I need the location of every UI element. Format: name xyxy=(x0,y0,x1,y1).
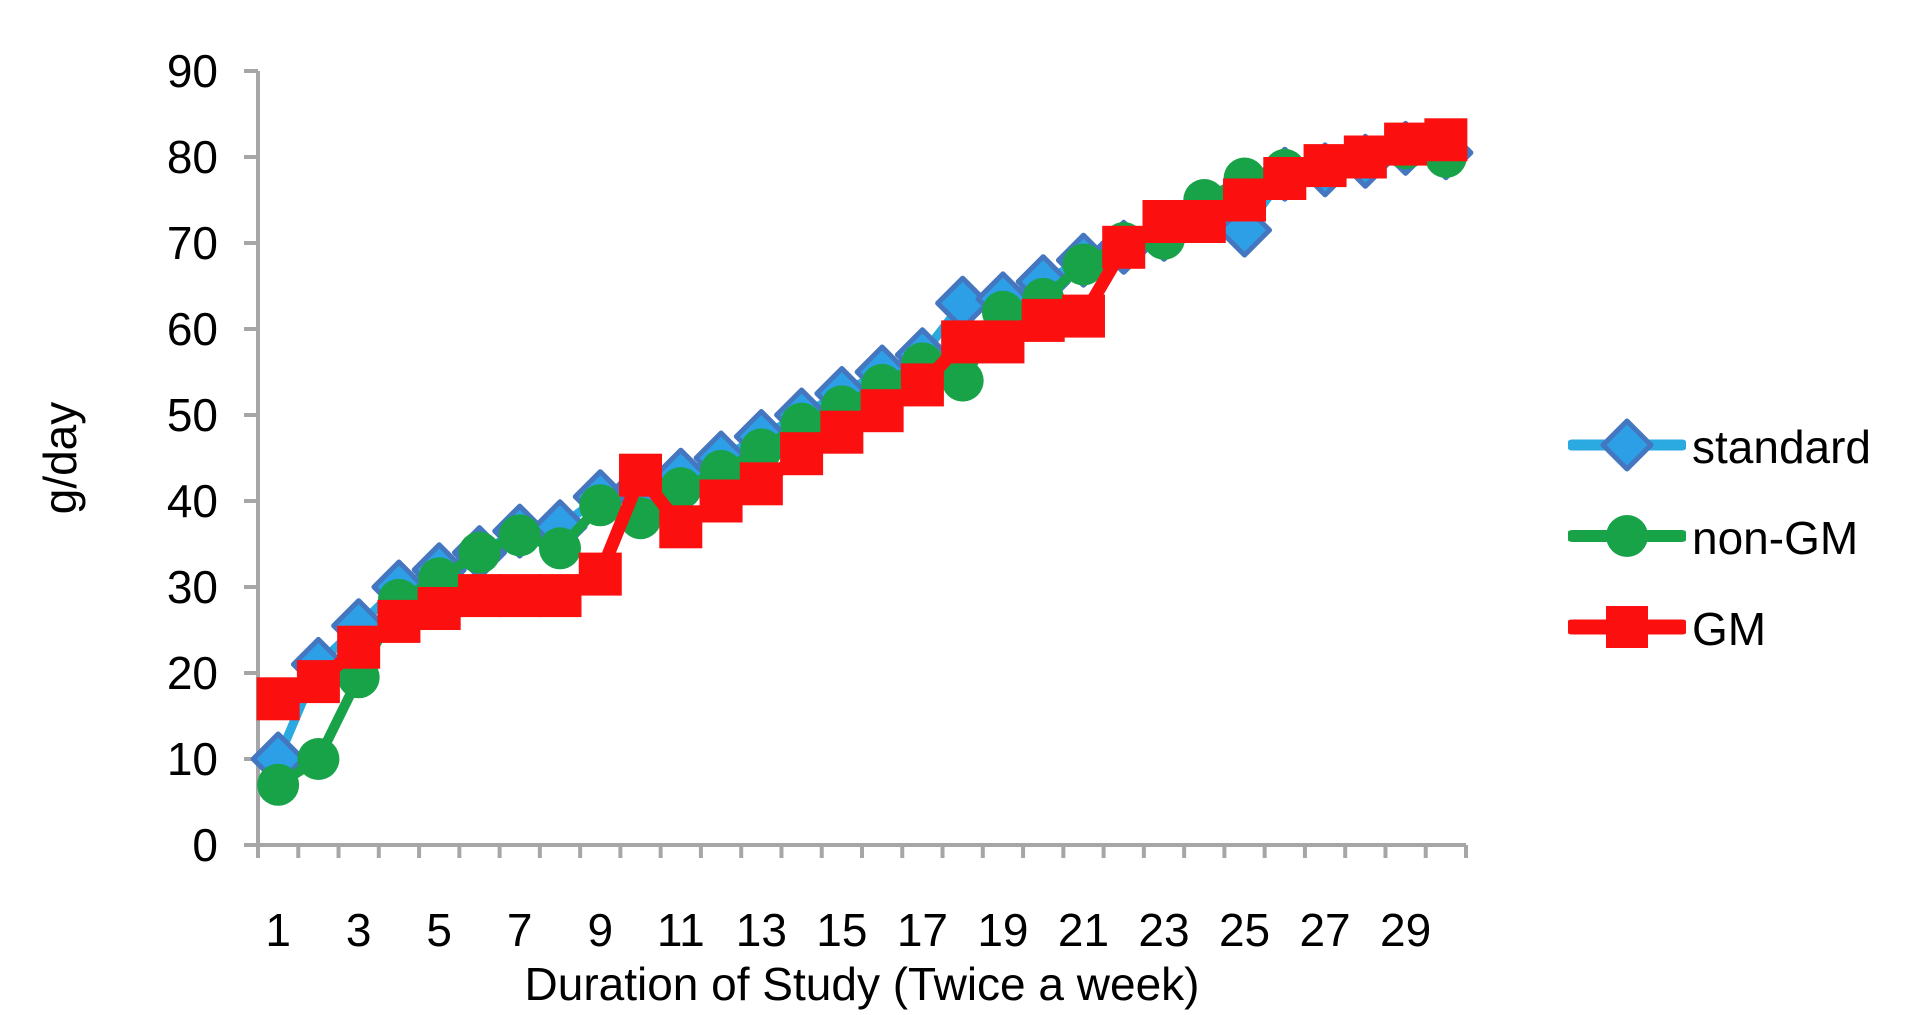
y-tick-label: 40 xyxy=(167,475,218,527)
data-point-square[interactable] xyxy=(377,599,421,643)
data-point-square[interactable] xyxy=(900,363,944,407)
data-point-square[interactable] xyxy=(780,432,824,476)
data-point-circle[interactable] xyxy=(1062,243,1105,286)
y-tick-label: 60 xyxy=(167,303,218,355)
y-tick-label: 30 xyxy=(167,561,218,613)
y-axis-title: g/day xyxy=(34,402,86,515)
data-point-square[interactable] xyxy=(296,660,340,704)
data-point-square[interactable] xyxy=(1021,298,1065,342)
data-point-square[interactable] xyxy=(981,320,1025,364)
data-point-square[interactable] xyxy=(1102,225,1146,269)
legend-item-standard: standard xyxy=(1566,416,1872,479)
data-point-square[interactable] xyxy=(1384,122,1428,166)
data-point-circle[interactable] xyxy=(257,763,300,806)
gm-series-square-icon xyxy=(1564,598,1690,661)
legend-label-standard: standard xyxy=(1692,421,1872,473)
data-point-square[interactable] xyxy=(820,410,864,454)
x-tick-label: 1 xyxy=(265,904,291,956)
data-point-circle[interactable] xyxy=(941,359,984,402)
data-point-circle[interactable] xyxy=(579,484,622,527)
x-tick-label: 27 xyxy=(1299,904,1350,956)
legend: standard non-GM GM xyxy=(1564,416,1872,661)
x-tick-label: 25 xyxy=(1219,904,1270,956)
data-point-square[interactable] xyxy=(860,389,904,433)
legend-item-gm: GM xyxy=(1564,598,1871,661)
y-tick-label: 20 xyxy=(167,647,218,699)
x-tick-label: 5 xyxy=(426,904,452,956)
data-point-square[interactable] xyxy=(417,587,461,630)
x-tick-label: 3 xyxy=(346,904,372,956)
y-tick-label: 90 xyxy=(167,45,218,97)
standard-series-diamond-icon xyxy=(1566,416,1688,479)
y-tick-label: 80 xyxy=(167,131,218,183)
data-point-square[interactable] xyxy=(1343,135,1387,179)
series-GM xyxy=(256,118,1468,721)
data-point-circle[interactable] xyxy=(659,467,702,510)
series-non-GM xyxy=(257,127,1467,806)
data-point-square[interactable] xyxy=(699,479,743,523)
data-point-square[interactable] xyxy=(1223,178,1267,222)
x-tick-label: 23 xyxy=(1138,904,1189,956)
data-point-square[interactable] xyxy=(457,574,501,618)
x-tick-label: 21 xyxy=(1058,904,1109,956)
data-point-circle[interactable] xyxy=(740,428,783,471)
x-tick-label: 17 xyxy=(897,904,948,956)
x-tick-label: 13 xyxy=(736,904,787,956)
data-point-square[interactable] xyxy=(619,453,663,497)
data-point-square[interactable] xyxy=(1424,118,1468,162)
data-point-square[interactable] xyxy=(578,552,622,596)
y-tick-label: 50 xyxy=(167,389,218,441)
x-axis-title: Duration of Study (Twice a week) xyxy=(525,958,1200,1010)
series-line-non-GM xyxy=(273,143,1451,790)
y-tick-label: 70 xyxy=(167,217,218,269)
legend-item-non-gm: non-GM xyxy=(1566,507,1871,570)
x-tick-label: 7 xyxy=(507,904,533,956)
non-gm-series-circle-icon xyxy=(1566,507,1688,570)
x-tick-label: 15 xyxy=(816,904,867,956)
x-tick-label: 9 xyxy=(587,904,613,956)
x-tick-label: 29 xyxy=(1380,904,1431,956)
data-point-circle[interactable] xyxy=(498,514,541,557)
data-point-circle[interactable] xyxy=(539,527,581,570)
y-tick-label: 10 xyxy=(167,733,218,785)
data-point-square[interactable] xyxy=(1142,200,1186,243)
x-tick-label: 11 xyxy=(657,904,705,956)
data-point-square[interactable] xyxy=(1061,294,1105,338)
data-point-circle[interactable] xyxy=(297,738,340,780)
y-tick-label: 0 xyxy=(192,819,218,871)
x-tick-label: 19 xyxy=(977,904,1028,956)
legend-label-gm: GM xyxy=(1692,603,1767,655)
data-point-square[interactable] xyxy=(941,320,985,364)
data-point-square[interactable] xyxy=(1263,157,1307,200)
legend-label-non-gm: non-GM xyxy=(1692,512,1859,564)
data-point-square[interactable] xyxy=(256,677,300,721)
data-point-square[interactable] xyxy=(659,505,703,549)
data-point-square[interactable] xyxy=(1303,144,1347,188)
data-point-circle[interactable] xyxy=(458,531,501,574)
data-point-square[interactable] xyxy=(337,625,381,669)
data-point-square[interactable] xyxy=(538,574,582,618)
data-point-square[interactable] xyxy=(1182,200,1226,243)
data-point-square[interactable] xyxy=(498,574,542,618)
data-point-square[interactable] xyxy=(739,462,783,506)
